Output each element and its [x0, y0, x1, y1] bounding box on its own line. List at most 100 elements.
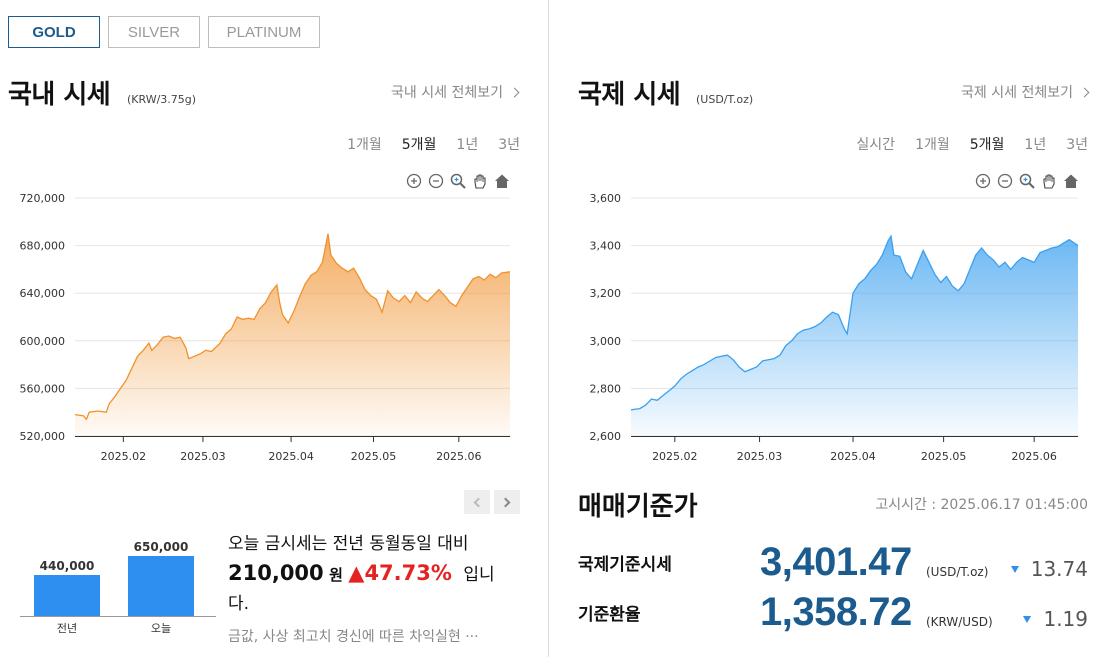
domestic-more-link[interactable]: 국내 시세 전체보기: [391, 82, 520, 102]
x-tick-label: 2025.06: [436, 450, 482, 463]
x-tick-label: 2025.04: [830, 450, 876, 463]
y-tick-label: 560,000: [20, 382, 66, 395]
base-price-title: 매매기준가: [578, 492, 698, 522]
zoom-in-icon[interactable]: [975, 173, 991, 189]
series-area: [75, 233, 510, 436]
x-tick-label: 2025.04: [268, 450, 314, 463]
summary-percent: 47.73%: [364, 561, 452, 585]
international-period-0[interactable]: 실시간: [856, 137, 896, 153]
zoom-in-icon[interactable]: [406, 173, 422, 189]
international-chart-tools: [975, 173, 1079, 189]
international-price-chart: 3,600 3,400 3,200 3,000 2,800 2,600 2025.02 202…: [590, 192, 1079, 463]
x-tick-label: 2025.03: [180, 450, 226, 463]
intl-base-value: 3,401.47: [760, 540, 912, 584]
x-tick-label: 2025.05: [351, 450, 397, 463]
summary-suffix-a: 입니: [463, 565, 495, 585]
y-tick-label: 520,000: [20, 430, 66, 443]
international-period-2[interactable]: 5개월: [969, 137, 1005, 153]
home-icon[interactable]: [494, 173, 510, 189]
domestic-unit: (KRW/3.75g): [127, 93, 197, 106]
down-triangle-icon: [1023, 615, 1032, 623]
exchange-rate-unit: (KRW/USD): [926, 615, 993, 629]
domestic-chart-tools: [406, 173, 510, 189]
metal-tabs: GOLD SILVER PLATINUM: [8, 16, 320, 48]
series-line: [630, 234, 1079, 411]
bar-axis-line: [20, 616, 216, 617]
series-area: [631, 236, 1078, 436]
y-tick-label: 680,000: [20, 240, 66, 253]
zoom-out-icon[interactable]: [997, 173, 1013, 189]
international-more-link[interactable]: 국제 시세 전체보기: [961, 82, 1090, 102]
home-icon[interactable]: [1063, 173, 1079, 189]
summary-amount: 210,000: [228, 561, 324, 585]
x-tick-label: 2025.06: [1011, 450, 1057, 463]
bar-value-label: 440,000: [39, 559, 95, 574]
zoom-out-icon[interactable]: [428, 173, 444, 189]
intl-base-label: 국제기준시세: [578, 555, 672, 575]
pan-hand-icon[interactable]: [472, 173, 488, 189]
y-tick-label: 3,400: [590, 240, 622, 253]
pan-hand-icon[interactable]: [1041, 173, 1057, 189]
international-period-1[interactable]: 1개월: [915, 137, 950, 153]
magnify-icon[interactable]: [1019, 173, 1035, 189]
bar-1: [128, 556, 194, 616]
chevron-right-icon: [1079, 87, 1090, 97]
y-tick-label: 640,000: [20, 287, 66, 300]
intl-base-unit: (USD/T.oz): [926, 565, 989, 579]
summary-prefix: 오늘 금시세는 전년 동월동일 대비: [228, 534, 469, 554]
y-tick-label: 3,000: [590, 335, 622, 348]
international-period-4[interactable]: 3년: [1066, 137, 1088, 153]
y-tick-label: 720,000: [20, 192, 66, 205]
price-summary: 오늘 금시세는 전년 동월동일 대비 210,000 원 ▲47.73% 입니 …: [228, 530, 518, 619]
international-more-label: 국제 시세 전체보기: [961, 85, 1073, 101]
y-tick-label: 3,200: [590, 287, 622, 300]
bar-category-label: 전년: [56, 622, 78, 635]
chevron-right-icon: [509, 87, 520, 97]
intl-base-change: 13.74: [1010, 557, 1088, 581]
tab-silver[interactable]: SILVER: [108, 16, 200, 48]
x-tick-label: 2025.05: [921, 450, 967, 463]
summary-won: 원: [329, 566, 343, 584]
summary-suffix-b: 다.: [228, 594, 250, 614]
summary-up-arrow: ▲: [348, 561, 365, 585]
exchange-rate-value: 1,358.72: [760, 590, 912, 634]
domestic-period-tabs: 1개월 5개월 1년 3년: [347, 134, 520, 154]
series-line: [74, 233, 511, 421]
next-button[interactable]: [494, 490, 520, 514]
panel-divider: [548, 0, 549, 657]
exchange-rate-change: 1.19: [1023, 607, 1088, 631]
international-period-3[interactable]: 1년: [1024, 137, 1047, 153]
prev-button[interactable]: [464, 490, 490, 514]
tab-platinum[interactable]: PLATINUM: [208, 16, 320, 48]
intl-base-change-value: 13.74: [1030, 557, 1088, 581]
news-headline-link[interactable]: 금값, 사상 최고치 경신에 따른 차익실현 ···: [228, 629, 479, 645]
domestic-price-chart: 720,000 680,000 640,000 600,000 560,000 520,0…: [20, 192, 511, 463]
notice-time: 고시시간 : 2025.06.17 01:45:00: [875, 497, 1088, 513]
x-tick-label: 2025.02: [652, 450, 698, 463]
domestic-period-2[interactable]: 1년: [456, 137, 479, 153]
bar-category-label: 오늘: [150, 622, 172, 635]
bar-value-label: 650,000: [133, 540, 189, 554]
international-period-tabs: 실시간 1개월 5개월 1년 3년: [856, 134, 1088, 154]
tab-gold[interactable]: GOLD: [8, 16, 100, 48]
domestic-title: 국내 시세: [8, 80, 111, 110]
international-unit: (USD/T.oz): [696, 93, 754, 106]
exchange-rate-label: 기준환율: [578, 605, 641, 625]
exchange-rate-change-value: 1.19: [1043, 607, 1088, 631]
magnify-icon[interactable]: [450, 173, 466, 189]
domestic-more-label: 국내 시세 전체보기: [391, 85, 503, 101]
y-tick-label: 2,800: [590, 382, 622, 395]
x-tick-label: 2025.02: [101, 450, 147, 463]
domestic-period-3[interactable]: 3년: [498, 137, 520, 153]
domestic-period-1[interactable]: 5개월: [401, 137, 437, 153]
chevron-right-icon: [500, 497, 511, 507]
chevron-left-icon: [473, 497, 484, 507]
domestic-period-0[interactable]: 1개월: [347, 137, 382, 153]
y-tick-label: 2,600: [590, 430, 622, 443]
y-tick-label: 3,600: [590, 192, 622, 205]
down-triangle-icon: [1010, 565, 1019, 573]
x-tick-label: 2025.03: [737, 450, 783, 463]
y-tick-label: 600,000: [20, 335, 66, 348]
international-title: 국제 시세: [578, 80, 681, 110]
bar-0: [34, 575, 100, 616]
